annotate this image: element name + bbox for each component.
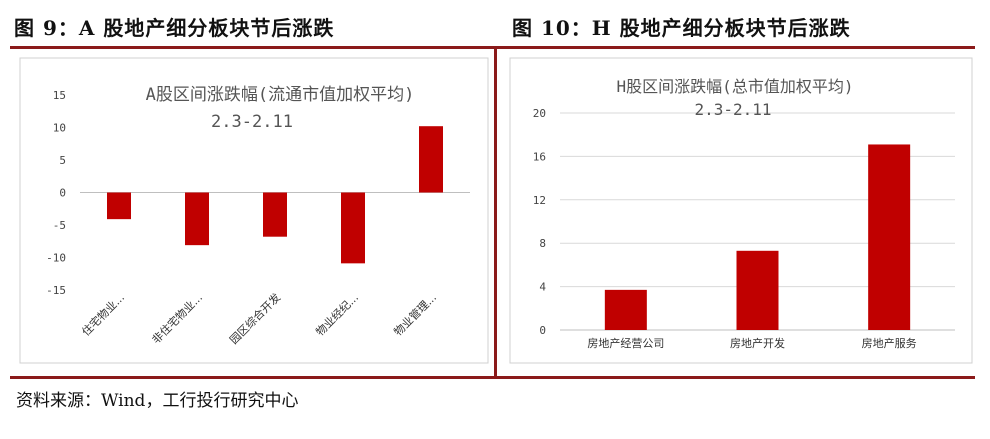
figure-10-title: 图 10：H 股地产细分板块节后涨跌 [512, 16, 851, 40]
y-tick-label: 4 [539, 281, 546, 294]
x-category-label: 房地产经营公司 [587, 336, 664, 350]
chart-subtitle: 2.3-2.11 [211, 112, 293, 132]
y-tick-label: -5 [53, 219, 66, 232]
chart-subtitle: 2.3-2.11 [694, 100, 771, 119]
y-tick-label: 15 [53, 89, 66, 102]
y-tick-label: 8 [539, 237, 546, 250]
chart-title: H股区间涨跌幅(总市值加权平均) [617, 77, 854, 96]
y-tick-label: 10 [53, 122, 66, 135]
source-note: 资料来源：Wind，工行投行研究中心 [16, 391, 299, 411]
y-tick-label: 16 [533, 150, 546, 163]
bar [736, 250, 779, 330]
y-tick-label: -15 [46, 284, 66, 297]
y-tick-label: -10 [46, 252, 66, 265]
x-category-label: 房地产开发 [730, 336, 785, 350]
bar [107, 192, 131, 220]
bottom-rule [10, 376, 975, 379]
figure-9-title: 图 9：A 股地产细分板块节后涨跌 [14, 16, 335, 40]
chart-title: A股区间涨跌幅(流通市值加权平均) [146, 85, 415, 105]
panel-divider [494, 49, 497, 376]
bar [341, 192, 365, 264]
x-category-label: 房地产服务 [862, 336, 917, 350]
a-share-chart: A股区间涨跌幅(流通市值加权平均)2.3-2.11151050-5-10-15住… [19, 57, 489, 364]
bar [604, 289, 647, 330]
top-rule [10, 46, 975, 49]
bar [868, 144, 911, 330]
h-share-chart: 20 16 12 8 4 0 H股区间涨跌幅(总市值加权平均) 2.3-2.11 房地产经营公司… [509, 57, 973, 364]
chart-frame [509, 57, 973, 364]
y-tick-label: 5 [59, 154, 66, 167]
chart-frame [19, 57, 489, 364]
y-tick-label: 12 [533, 194, 546, 207]
bar [263, 192, 287, 237]
y-tick-label: 0 [539, 324, 546, 337]
y-tick-label: 0 [59, 187, 66, 200]
bar [185, 192, 209, 246]
bar [419, 126, 443, 193]
y-tick-label: 20 [533, 107, 546, 120]
